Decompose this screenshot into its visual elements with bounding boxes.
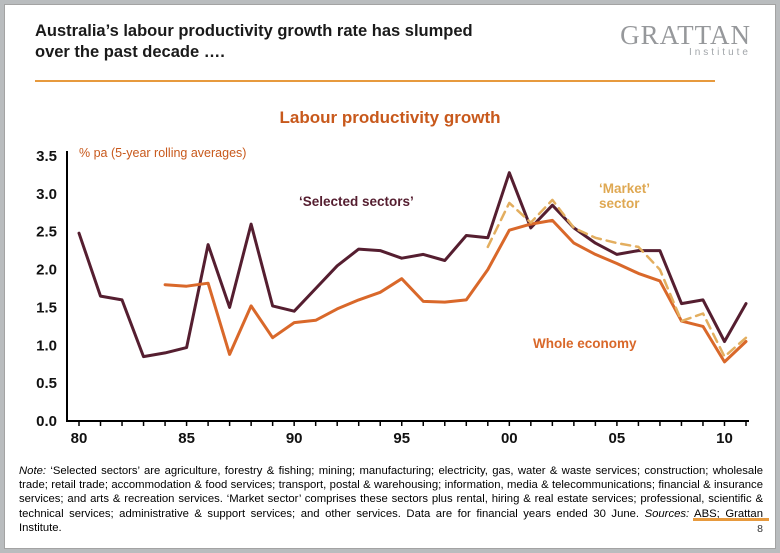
- slide: Australia’s labour productivity growth r…: [4, 4, 776, 549]
- chart-subtitle: % pa (5-year rolling averages): [79, 146, 247, 160]
- y-tick-label: 0.5: [36, 375, 57, 392]
- x-tick-label: 10: [716, 430, 733, 447]
- y-tick-label: 0.0: [36, 413, 57, 430]
- page-number: 8: [757, 523, 763, 535]
- sources-label: Sources:: [644, 507, 690, 520]
- selected-sectors-label: ‘Selected sectors’: [299, 194, 414, 209]
- grattan-logo: GRATTAN Institute: [620, 21, 751, 58]
- y-tick-label: 2.0: [36, 262, 57, 279]
- series-market-sector: [486, 198, 748, 358]
- footnote: Note: ‘Selected sectors’ are agriculture…: [19, 464, 763, 535]
- y-tick-label: 2.5: [36, 224, 57, 241]
- chart-title: Labour productivity growth: [279, 108, 501, 127]
- x-tick-label: 80: [71, 430, 88, 447]
- whole-economy-label: Whole economy: [533, 336, 637, 351]
- axes: [66, 151, 749, 422]
- note-body: ‘Selected sectors’ are agriculture, fore…: [19, 465, 763, 520]
- y-tick-label: 1.0: [36, 337, 57, 354]
- x-tick-label: 95: [393, 430, 410, 447]
- market-sector-label: ‘Market’ sector: [599, 181, 651, 211]
- slide-title: Australia’s labour productivity growth r…: [35, 22, 473, 61]
- series-whole-economy: [163, 218, 748, 364]
- x-tick-label: 85: [178, 430, 195, 447]
- footer-divider: [693, 518, 769, 521]
- note-label: Note:: [19, 465, 47, 477]
- x-tick-label: 00: [501, 430, 518, 447]
- x-tick-label: 05: [609, 430, 626, 447]
- sources-text: ABS; Grattan Institute.: [19, 507, 763, 534]
- y-tick-label: 3.0: [36, 186, 57, 203]
- y-tick-label: 1.5: [36, 299, 57, 316]
- header-divider: [35, 80, 715, 82]
- grattan-logo-text: GRATTAN: [620, 20, 751, 50]
- grattan-logo-subtitle: Institute: [688, 47, 751, 58]
- y-tick-label: 3.5: [36, 148, 57, 165]
- series-selected-sectors: [77, 171, 748, 359]
- x-tick-label: 90: [286, 430, 303, 447]
- chart-canvas: 0.0 0.5 1.0 1.5 2.0 2.5 3.0 3.5 80 85 90 95 00 05 10: [36, 148, 749, 447]
